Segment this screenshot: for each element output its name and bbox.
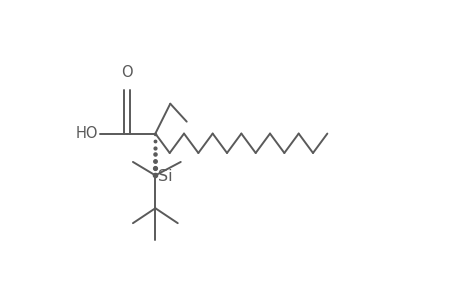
Text: O: O bbox=[121, 65, 133, 80]
Text: HO: HO bbox=[76, 126, 98, 141]
Text: Si: Si bbox=[157, 169, 172, 184]
